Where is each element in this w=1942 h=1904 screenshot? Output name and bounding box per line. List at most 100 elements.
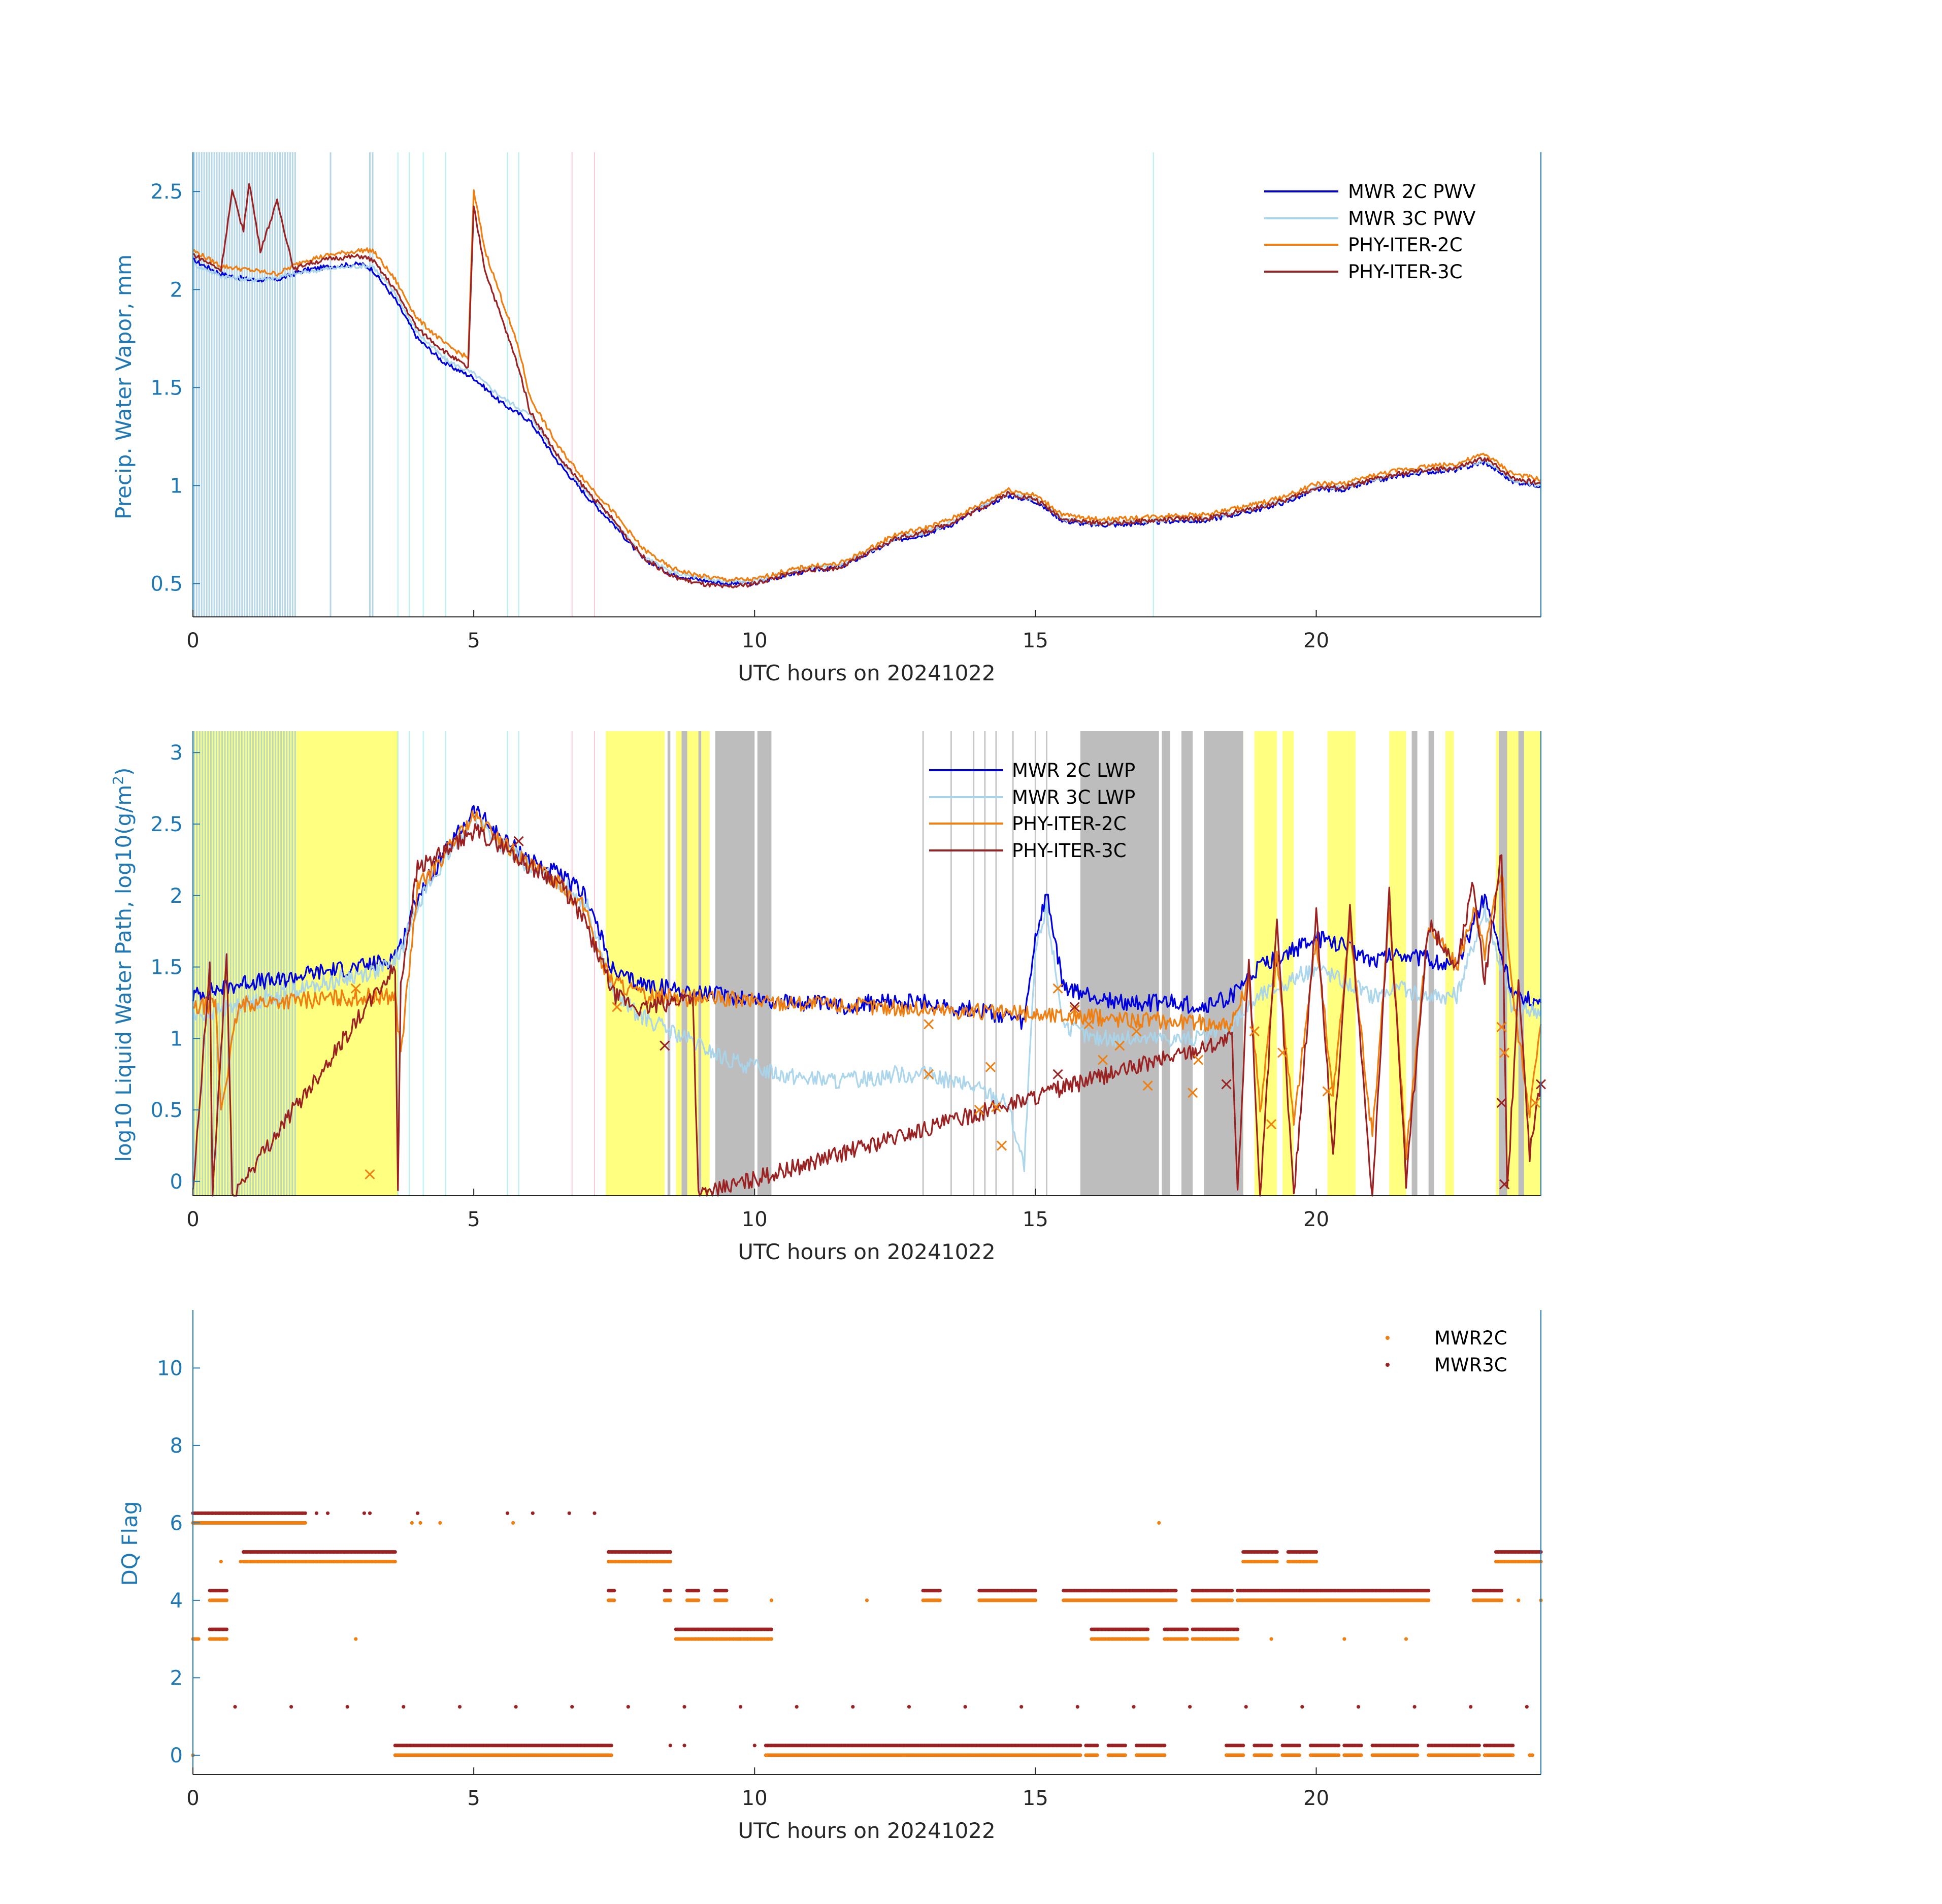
lwp-y-axis-label-end: )	[111, 767, 136, 775]
phy2c-x-marker	[1052, 983, 1063, 994]
shade-yellow	[1282, 731, 1294, 1196]
lwp-legend-label-mwr2c: MWR 2C LWP	[1012, 760, 1135, 781]
shade-yellow	[676, 731, 710, 1196]
shade-yellow	[1327, 731, 1356, 1196]
dq-point	[196, 1637, 201, 1641]
dq-point	[1517, 1598, 1521, 1602]
dq-point	[418, 1521, 422, 1525]
dq-point	[345, 1705, 349, 1709]
dq-point	[1078, 1753, 1082, 1757]
phy2c-x-marker	[1114, 1040, 1125, 1051]
dq-point	[739, 1705, 743, 1709]
dq-point	[938, 1589, 942, 1593]
dq-point	[1241, 1753, 1245, 1757]
shade-gray	[681, 731, 687, 1196]
dq-point	[769, 1637, 773, 1641]
shade-gray	[757, 731, 772, 1196]
dq-point	[1275, 1560, 1279, 1564]
dq-point	[752, 1744, 756, 1748]
dq-point	[668, 1550, 672, 1554]
y-tick-label: 0	[170, 1170, 183, 1194]
phy2c-x-marker	[924, 1069, 934, 1079]
dq-axes: 0 5 10 15 20 0 2 4 6 8 10	[157, 1310, 1541, 1810]
y-tick-label: 1	[170, 1027, 183, 1051]
phy2c-x-marker	[1530, 1097, 1541, 1108]
shade-gray	[1162, 731, 1170, 1196]
lwp-legend-label-mwr3c: MWR 3C LWP	[1012, 786, 1135, 808]
dq-point	[697, 1598, 701, 1602]
lwp-y-axis-label: log10 Liquid Water Path, log10(g/m2)	[110, 767, 136, 1162]
dq-point	[769, 1627, 773, 1631]
dq-panel: 0 5 10 15 20 0 2 4 6 8 10 UTC hours on 20241022 DQ…	[117, 1310, 1543, 1843]
pwv-legend: MWR 2C PWV MWR 3C PWV PHY-ITER-2C PHY-IT…	[1264, 181, 1475, 283]
y-tick-label: 1	[170, 474, 183, 498]
dq-point	[354, 1637, 358, 1641]
dq-point	[1174, 1598, 1178, 1602]
dq-point	[1359, 1753, 1363, 1757]
x-tick-label: 20	[1303, 1787, 1329, 1810]
dq-point	[505, 1511, 510, 1515]
dq-point	[1477, 1753, 1481, 1757]
dq-point	[1416, 1744, 1420, 1748]
dq-point	[219, 1560, 223, 1564]
dq-point	[609, 1753, 613, 1757]
series-line-2	[192, 810, 1542, 1161]
dq-point	[851, 1705, 855, 1709]
dq-point	[1244, 1705, 1248, 1709]
phy3c-x-marker	[513, 836, 524, 846]
y-tick-label: 2.5	[150, 180, 183, 204]
y-tick-label: 10	[157, 1357, 183, 1380]
lwp-x-axis-label: UTC hours on 20241022	[738, 1239, 996, 1264]
dq-point	[1157, 1521, 1161, 1525]
dq-point	[1469, 1705, 1473, 1709]
shade-gray	[715, 731, 755, 1196]
y-tick-label: 1.5	[150, 956, 183, 979]
dq-point	[1123, 1753, 1127, 1757]
dq-point	[1236, 1637, 1240, 1641]
phy2c-x-marker	[1083, 1019, 1094, 1030]
dq-point	[626, 1705, 630, 1709]
pwv-legend-label-phy2c: PHY-ITER-2C	[1348, 234, 1463, 256]
dq-point	[1416, 1753, 1420, 1757]
y-tick-label: 2	[170, 278, 183, 302]
phy3c-x-marker	[660, 1040, 670, 1051]
x-tick-label: 20	[1303, 629, 1329, 652]
dq-point	[1477, 1744, 1481, 1748]
y-tick-label: 0	[170, 1744, 183, 1767]
dq-point	[1033, 1598, 1037, 1602]
dq-point	[567, 1511, 571, 1515]
dq-point	[612, 1598, 616, 1602]
phy2c-x-marker	[1496, 1022, 1507, 1032]
dq-point	[1095, 1753, 1099, 1757]
pwv-x-axis-label: UTC hours on 20241022	[738, 661, 996, 685]
phy2c-x-marker	[350, 983, 361, 994]
phy2c-x-marker	[985, 1062, 996, 1072]
dq-point	[907, 1705, 911, 1709]
y-tick-label: 8	[170, 1434, 183, 1458]
phy2c-x-marker	[1069, 1004, 1080, 1015]
dq-point	[1163, 1753, 1167, 1757]
phy2c-x-marker	[1188, 1088, 1198, 1098]
phy2c-x-marker	[1142, 1080, 1153, 1091]
dq-point	[438, 1521, 442, 1525]
pwv-legend-label-mwr3c: MWR 3C PWV	[1348, 208, 1475, 229]
dq-point	[668, 1560, 672, 1564]
lwp-markers	[350, 836, 1546, 1190]
dq-point	[609, 1744, 613, 1748]
pwv-axes: 0 5 10 15 20 0.5 1 1.5 2 2.5	[150, 152, 1541, 652]
lwp-legend-label-phy2c: PHY-ITER-2C	[1012, 813, 1127, 835]
dq-legend-swatch-mwr3c	[1386, 1363, 1390, 1367]
dq-point	[224, 1637, 228, 1641]
pwv-legend-label-phy3c: PHY-ITER-3C	[1348, 261, 1463, 283]
series-line-3	[192, 823, 1542, 1197]
dq-point	[289, 1705, 293, 1709]
dq-point	[1075, 1705, 1079, 1709]
dq-point	[224, 1598, 228, 1602]
pwv-panel: 0 5 10 15 20 0.5 1 1.5 2 2.5 UTC hours on 2024102…	[111, 152, 1542, 685]
phy2c-x-marker	[996, 1140, 1007, 1151]
dq-point	[1269, 1744, 1273, 1748]
dq-point	[1236, 1627, 1240, 1631]
phy2c-x-marker	[924, 1019, 934, 1030]
shade-gray	[698, 731, 702, 1196]
shade-gray	[1181, 731, 1193, 1196]
